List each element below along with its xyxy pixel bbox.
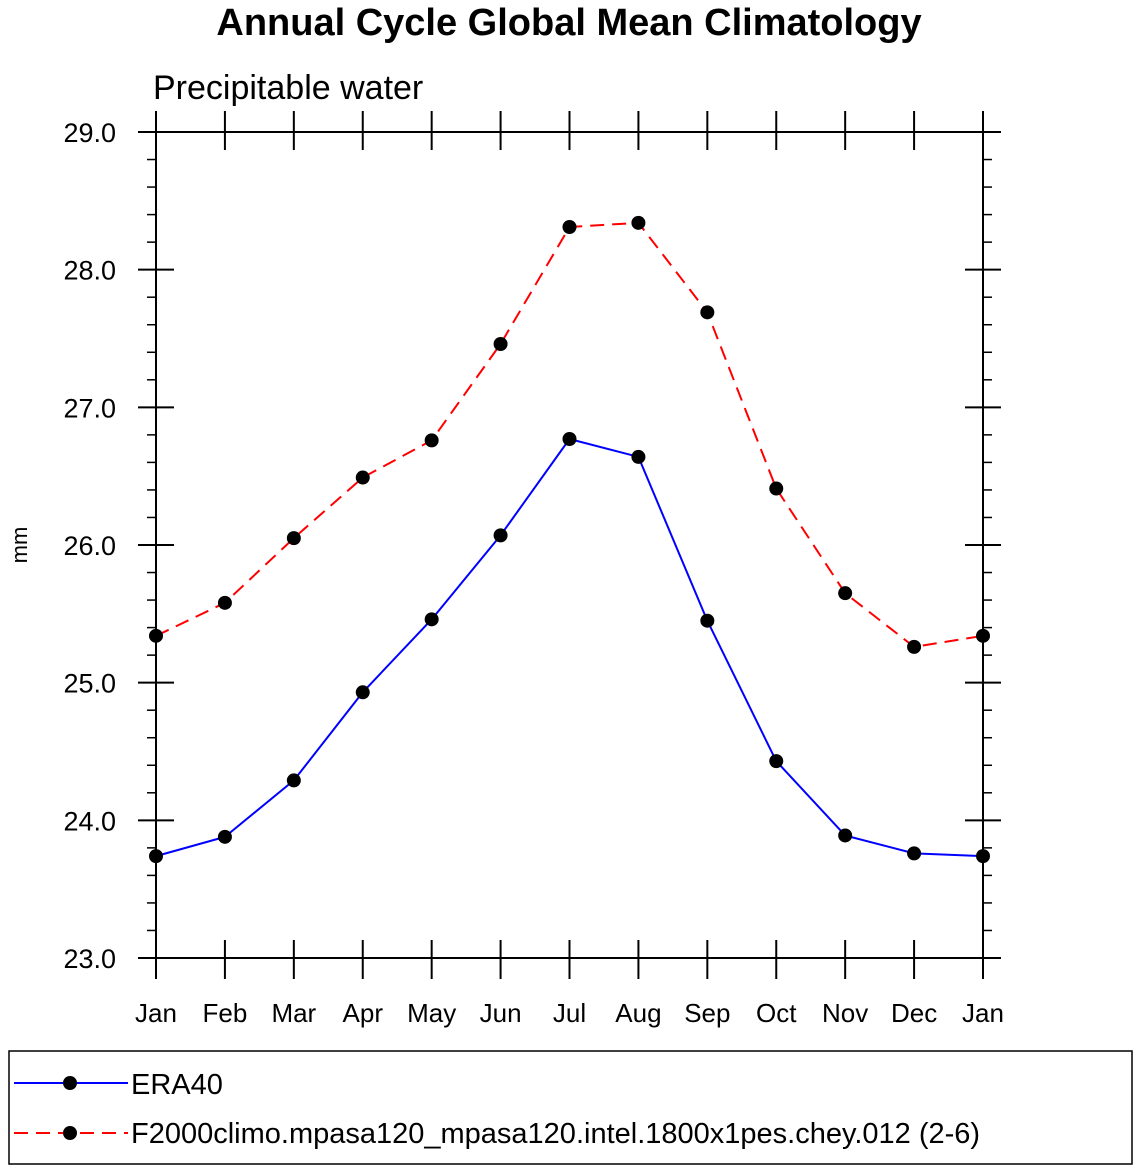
data-point bbox=[838, 828, 853, 843]
data-point bbox=[217, 829, 232, 844]
x-tick-label: Jan bbox=[962, 998, 1004, 1028]
data-point bbox=[700, 613, 715, 628]
plot-frame bbox=[155, 131, 984, 959]
data-point bbox=[493, 337, 508, 352]
y-tick-label: 24.0 bbox=[63, 806, 116, 836]
data-point bbox=[700, 305, 715, 320]
x-tick-label: Jun bbox=[480, 998, 522, 1028]
data-point bbox=[217, 595, 232, 610]
legend-marker-f2000 bbox=[63, 1126, 77, 1140]
x-tick-labels: Jan Feb Mar Apr May Jun Jul Aug Sep Oct Nov Dec Jan bbox=[135, 998, 1004, 1028]
x-tick-label: Aug bbox=[615, 998, 661, 1028]
data-point bbox=[424, 433, 439, 448]
y-tick-label: 25.0 bbox=[63, 669, 116, 699]
x-tick-label: Dec bbox=[891, 998, 937, 1028]
series-1 bbox=[149, 431, 990, 864]
x-tick-label: Sep bbox=[684, 998, 730, 1028]
series-2 bbox=[149, 215, 990, 654]
y-tick-labels: 23.0 24.0 25.0 26.0 27.0 28.0 29.0 bbox=[63, 118, 116, 974]
y-axis-title: mm bbox=[7, 527, 32, 564]
y-tick-label: 28.0 bbox=[63, 256, 116, 286]
y-tick-label: 23.0 bbox=[63, 944, 116, 974]
x-tick-label: Feb bbox=[203, 998, 248, 1028]
data-point bbox=[631, 215, 646, 230]
series-line bbox=[155, 438, 984, 858]
y-tick-label: 27.0 bbox=[63, 393, 116, 423]
x-tick-label: Jul bbox=[553, 998, 586, 1028]
legend: ERA40 F2000climo.mpasa120_mpasa120.intel… bbox=[8, 1050, 1133, 1165]
data-point bbox=[355, 470, 370, 485]
data-point bbox=[838, 586, 853, 601]
x-tick-label: Mar bbox=[271, 998, 316, 1028]
x-tick-label: Oct bbox=[756, 998, 797, 1028]
series-layer bbox=[149, 215, 990, 864]
data-point bbox=[562, 431, 577, 446]
data-point bbox=[286, 773, 301, 788]
data-point bbox=[769, 754, 784, 769]
data-point bbox=[562, 219, 577, 234]
x-tick-label: Nov bbox=[822, 998, 868, 1028]
data-point bbox=[424, 612, 439, 627]
data-point bbox=[355, 685, 370, 700]
x-tick-label: May bbox=[407, 998, 456, 1028]
data-point bbox=[286, 531, 301, 546]
legend-label-era40: ERA40 bbox=[131, 1069, 223, 1101]
data-point bbox=[769, 481, 784, 496]
y-tick-label: 26.0 bbox=[63, 531, 116, 561]
data-point bbox=[631, 449, 646, 464]
legend-box bbox=[8, 1050, 1133, 1165]
y-tick-label: 29.0 bbox=[63, 118, 116, 148]
chart-title: Annual Cycle Global Mean Climatology bbox=[216, 2, 921, 44]
data-point bbox=[907, 846, 922, 861]
x-tick-label: Apr bbox=[343, 998, 384, 1028]
minor-ticks bbox=[147, 158, 992, 932]
legend-label-f2000: F2000climo.mpasa120_mpasa120.intel.1800x… bbox=[131, 1118, 980, 1150]
data-point bbox=[493, 528, 508, 543]
legend-marker-era40 bbox=[63, 1076, 77, 1090]
chart-subtitle: Precipitable water bbox=[153, 69, 423, 107]
x-tick-label: Jan bbox=[135, 998, 177, 1028]
major-ticks bbox=[138, 111, 1001, 979]
data-point bbox=[907, 639, 922, 654]
